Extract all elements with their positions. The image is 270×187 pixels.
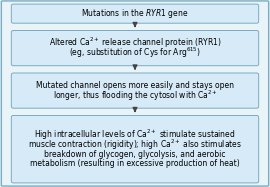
Text: breakdown of glycogen, glycolysis, and aerobic: breakdown of glycogen, glycolysis, and a…	[44, 150, 226, 159]
Text: muscle contraction (rigidity); high Ca$^{2+}$ also stimulates: muscle contraction (rigidity); high Ca$^…	[28, 137, 242, 151]
Text: (eg, substitution of Cys for Arg$^{615}$): (eg, substitution of Cys for Arg$^{615}$…	[69, 46, 201, 60]
FancyBboxPatch shape	[11, 4, 259, 23]
Text: longer, thus flooding the cytosol with Ca$^{2+}$: longer, thus flooding the cytosol with C…	[53, 88, 217, 103]
Text: metabolism (resulting in excessive production of heat): metabolism (resulting in excessive produ…	[30, 159, 240, 168]
FancyBboxPatch shape	[11, 73, 259, 108]
Text: High intracellular levels of Ca$^{2+}$ stimulate sustained: High intracellular levels of Ca$^{2+}$ s…	[34, 127, 236, 142]
FancyBboxPatch shape	[11, 116, 259, 183]
Text: Mutated channel opens more easily and stays open: Mutated channel opens more easily and st…	[36, 81, 234, 90]
Text: Mutations in the $\mathit{RYR1}$ gene: Mutations in the $\mathit{RYR1}$ gene	[81, 7, 189, 20]
FancyBboxPatch shape	[11, 30, 259, 66]
Text: Altered Ca$^{2+}$ release channel protein (RYR1): Altered Ca$^{2+}$ release channel protei…	[49, 36, 221, 50]
